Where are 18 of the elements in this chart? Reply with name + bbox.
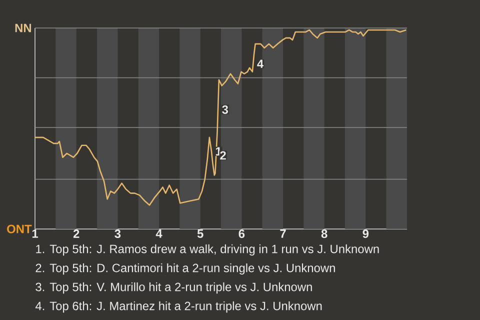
text: 4. Top 6th: J. Martinez hit a 2-run triple vs J. Unknown [35, 301, 322, 313]
text: 2. Top 5th: D. Cantimori hit a 2-run single vs J. Unknown [36, 263, 335, 275]
text: NN [15, 24, 32, 32]
x-tick-label: 3 [114, 230, 121, 238]
x-tick-label: 7 [280, 230, 286, 238]
annotation: 2 [220, 151, 226, 160]
text: 3. Top 5th: V. Murillo hit a 2-run triple vs J. Unknown [36, 282, 312, 294]
x-tick-label: 1 [32, 230, 38, 238]
x-tick-label: 4 [156, 230, 162, 238]
text: 1. Top 5th: J. Ramos drew a walk, driving in 1 run vs J. Unknown [36, 244, 379, 256]
x-tick-label: 2 [73, 230, 80, 238]
x-tick-label: 9 [362, 230, 369, 238]
annotation: 4 [257, 60, 264, 68]
text: ONT [7, 224, 32, 234]
annotation: 3 [222, 105, 228, 114]
x-tick-label: 5 [197, 230, 204, 238]
x-tick-label: 6 [238, 230, 245, 238]
x-tick-label: 8 [321, 230, 328, 238]
